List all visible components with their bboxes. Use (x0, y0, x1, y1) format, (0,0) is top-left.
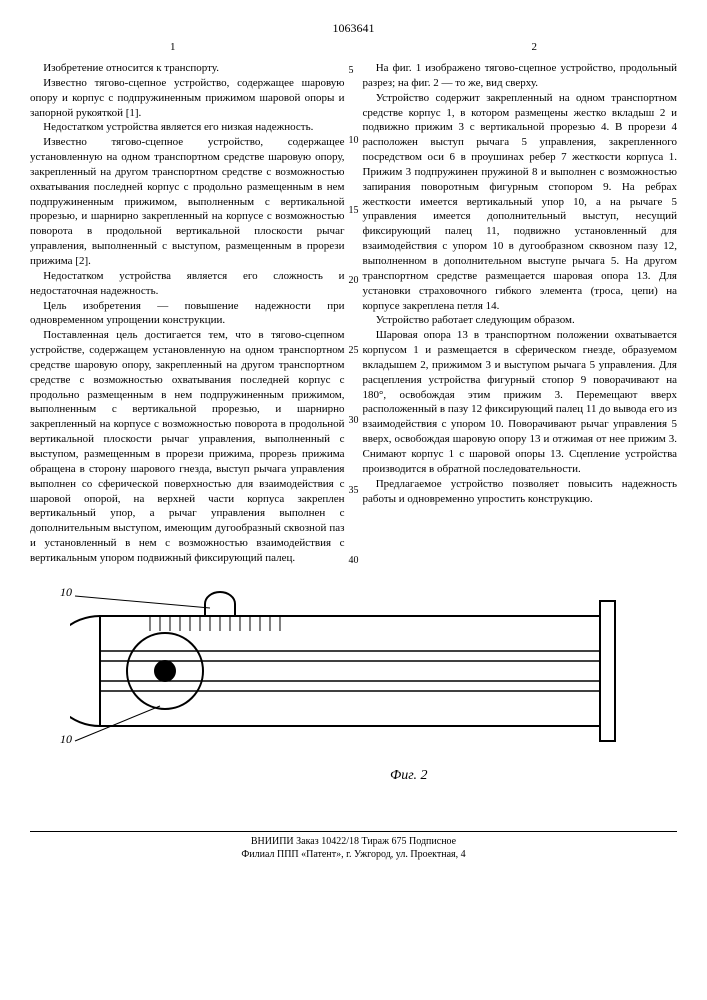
page-num-left: 1 (170, 40, 176, 55)
paragraph: На фиг. 1 изображено тягово-сцепное устр… (363, 61, 678, 91)
figure-2-drawing (70, 576, 620, 766)
line-marker: 10 (349, 136, 359, 146)
line-marker: 5 (349, 66, 359, 76)
paragraph: Цель изобретения — повышение надежности … (30, 299, 345, 329)
document-id: 1063641 (30, 20, 677, 36)
paragraph: Поставленная цель достигается тем, что в… (30, 328, 345, 566)
paragraph: Изобретение относится к транспорту. (30, 61, 345, 76)
page-numbers: 1 2 (30, 40, 677, 55)
figure-2: 10 10 (30, 576, 677, 826)
line-marker: 35 (349, 486, 359, 496)
line-marker: 20 (349, 276, 359, 286)
page-num-right: 2 (532, 40, 538, 55)
paragraph: Недостатком устройства является его низк… (30, 120, 345, 135)
right-column: На фиг. 1 изображено тягово-сцепное устр… (363, 61, 678, 566)
paragraph: Недостатком устройства является его слож… (30, 269, 345, 299)
figure-caption: Фиг. 2 (390, 767, 428, 786)
paragraph: Предлагаемое устройство позволяет повыси… (363, 477, 678, 507)
paragraph: Устройство содержит закрепленный на одно… (363, 91, 678, 314)
footer-line-2: Филиал ППП «Патент», г. Ужгород, ул. Про… (30, 848, 677, 861)
line-marker: 25 (349, 346, 359, 356)
line-marker: 30 (349, 416, 359, 426)
footer-line-1: ВНИИПИ Заказ 10422/18 Тираж 675 Подписно… (30, 835, 677, 848)
paragraph: Известно тягово-сцепное устройство, соде… (30, 135, 345, 269)
footer: ВНИИПИ Заказ 10422/18 Тираж 675 Подписно… (30, 831, 677, 861)
paragraph: Известно тягово-сцепное устройство, соде… (30, 76, 345, 121)
line-marker: 15 (349, 206, 359, 216)
paragraph: Устройство работает следующим образом. (363, 313, 678, 328)
left-column: Изобретение относится к транспорту. Изве… (30, 61, 345, 566)
line-number-markers: 5 10 15 20 25 30 35 40 (349, 66, 359, 566)
line-marker: 40 (349, 556, 359, 566)
paragraph: Шаровая опора 13 в транспортном положени… (363, 328, 678, 476)
